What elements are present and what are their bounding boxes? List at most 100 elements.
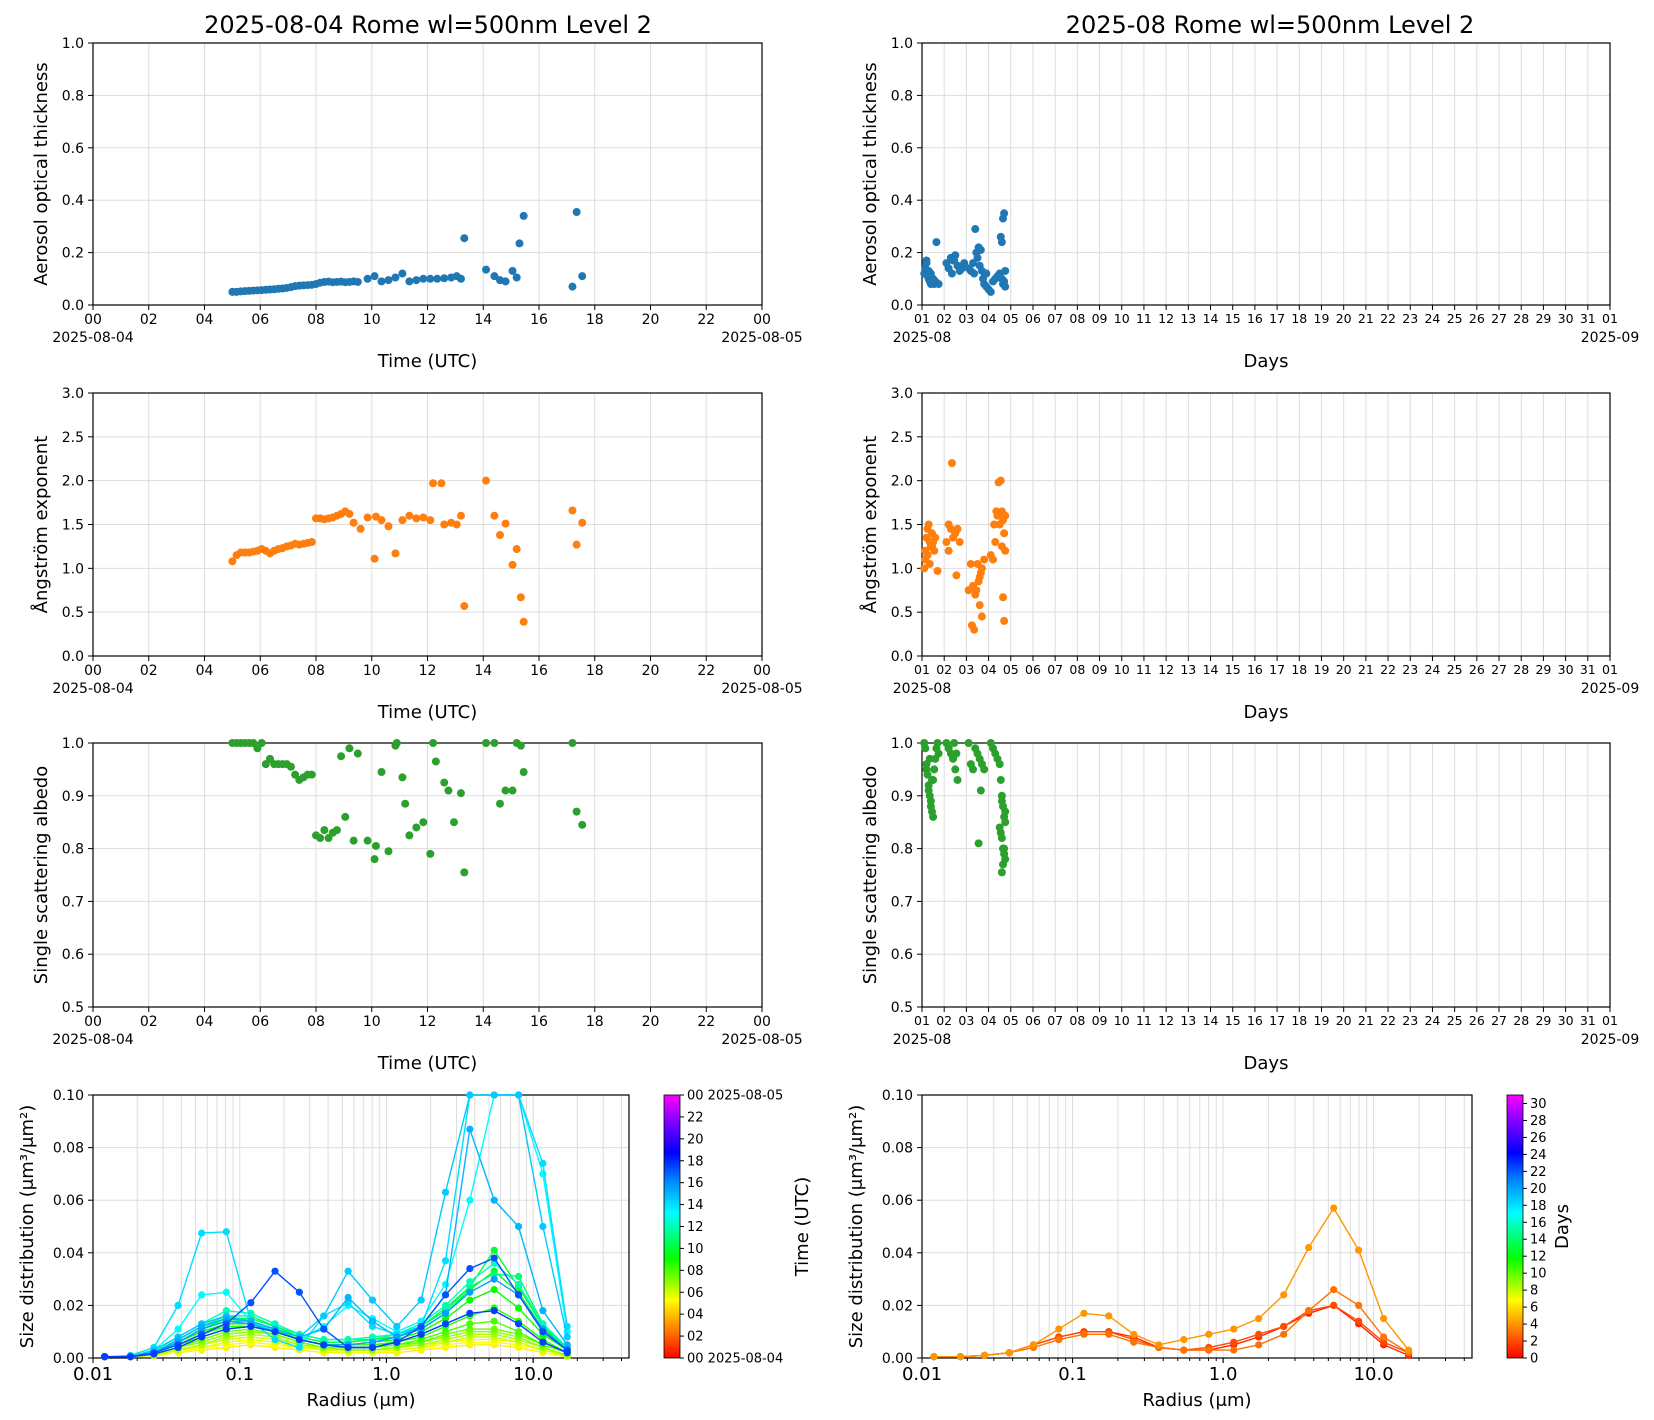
day-aod-xtick: 04 [196,312,214,328]
month-angstrom-point [996,476,1005,485]
day-angstrom-point [356,524,365,533]
day-ssa-frame [92,742,763,1008]
day-angstrom-point [512,545,521,554]
day-ssa-point [449,818,458,827]
day-sizedist-ylabel: Size distribution (μm³/μm²) [17,1105,38,1348]
month-ssa-xtick: 05 [1003,1013,1019,1028]
day-ssa-point [501,786,510,795]
month-sizedist-series-point [1380,1338,1388,1346]
day-angstrom-xtick: 10 [363,663,381,679]
day-ssa-xtick: 02 [140,1014,158,1030]
month-sizedist-xtick: 10.0 [1354,1364,1394,1385]
month-aod-point [982,269,991,278]
day-sizedist-series-point [417,1322,425,1331]
day-sizedist-colorbar-tick: 22 [687,1110,704,1125]
month-sizedist-series-point [1180,1335,1188,1344]
day-ssa-point [332,826,341,835]
month-aod-point [976,245,985,254]
month-aod-point [932,238,941,247]
day-sizedist-ytick: 0.08 [53,1141,84,1157]
month-sizedist-series-line [933,1288,1409,1358]
month-angstrom-point [924,520,933,529]
day-sizedist-series-point [563,1349,571,1357]
month-aod-xtick: 02 [936,311,952,326]
day-angstrom-xlabel: Time (UTC) [377,702,478,723]
day-sizedist-series-point [466,1278,474,1286]
day-aod-frame [92,42,763,306]
day-ssa-point [307,770,316,779]
month-ssa-point [980,765,989,774]
month-aod-xtick: 19 [1314,311,1330,326]
month-sizedist-series-point [1130,1338,1138,1346]
day-aod-point [456,274,465,283]
day-aod-point [515,239,524,248]
month-aod-date-start: 2025-08 [893,330,952,346]
month-aod-xtick: 28 [1513,311,1529,326]
month-angstrom-ytick: 2.0 [891,474,913,490]
day-aod-xtick: 00 [753,312,771,328]
month-angstrom-xtick: 19 [1314,662,1330,677]
day-sizedist-series-line [104,1257,568,1358]
month-aod-xtick: 01 [1602,311,1618,326]
month-angstrom-point [947,459,956,468]
month-ssa-xtick: 04 [981,1013,997,1028]
day-sizedist-series-point [490,1091,498,1099]
month-angstrom-point [951,529,960,538]
day-sizedist-series-point [466,1283,474,1291]
day-ssa-point [572,807,581,816]
month-ssa-point [951,765,960,774]
day-sizedist-series-point [514,1280,523,1288]
month-angstrom-point [970,625,979,634]
day-sizedist-series-point [466,1320,474,1328]
day-aod-point [370,272,379,281]
month-aod-date-end: 2025-09 [1581,330,1640,346]
month-angstrom-ytick: 2.5 [891,430,913,446]
month-angstrom-point [997,542,1006,551]
month-ssa-xtick: 17 [1269,1013,1285,1028]
month-angstrom-xtick: 27 [1491,662,1507,677]
day-sizedist-series-point [126,1353,135,1361]
month-angstrom-xtick: 02 [936,662,952,677]
month-aod-xtick: 03 [958,311,974,326]
day-sizedist-series-point [490,1325,498,1333]
month-sizedist-series-point [1255,1314,1263,1323]
day-sizedist-series-line [104,1278,568,1358]
month-ssa-xtick: 12 [1158,1013,1174,1028]
day-ssa-point [320,826,329,835]
day-sizedist-series-point [539,1159,547,1167]
day-aod-point [490,272,499,281]
month-sizedist-colorbar-tick: 16 [1530,1216,1547,1231]
month-ssa-point [927,775,936,784]
month-ssa-ylabel: Single scattering albedo [860,766,881,984]
day-angstrom-point [398,516,407,525]
day-sizedist-series-point [344,1293,352,1302]
month-ssa-point [934,749,943,758]
month-aod-xtick: 27 [1491,311,1507,326]
day-sizedist-series-point [441,1320,450,1328]
month-aod-xtick: 13 [1180,311,1196,326]
day-sizedist-series-point [417,1330,425,1338]
month-sizedist-colorbar-label: Days [1552,1204,1573,1249]
month-ssa-point [1001,818,1010,827]
month-angstrom-point [977,612,986,621]
day-ssa-point [392,739,401,747]
month-sizedist-series-point [1355,1301,1363,1309]
day-aod-point [460,234,469,243]
day-sizedist-series-point [198,1229,206,1237]
month-aod-xtick: 10 [1114,311,1130,326]
month-ssa-point [925,754,934,763]
day-aod-xtick: 06 [251,312,269,328]
day-sizedist-colorbar-tick: 12 [687,1220,704,1235]
month-aod-xtick: 01 [914,311,930,326]
month-ssa-xtick: 01 [914,1013,930,1028]
month-angstrom-point [920,564,929,573]
day-sizedist-xtick: 1.0 [372,1364,401,1385]
month-angstrom-xtick: 24 [1424,662,1440,677]
month-ssa-xtick: 06 [1025,1013,1041,1028]
month-angstrom-date-end: 2025-09 [1581,681,1640,697]
day-ssa-point [516,741,525,750]
month-aod-xtick: 12 [1158,311,1174,326]
month-ssa-point [976,786,985,795]
day-ssa-point [456,789,465,798]
month-ssa-xtick: 13 [1180,1013,1196,1028]
